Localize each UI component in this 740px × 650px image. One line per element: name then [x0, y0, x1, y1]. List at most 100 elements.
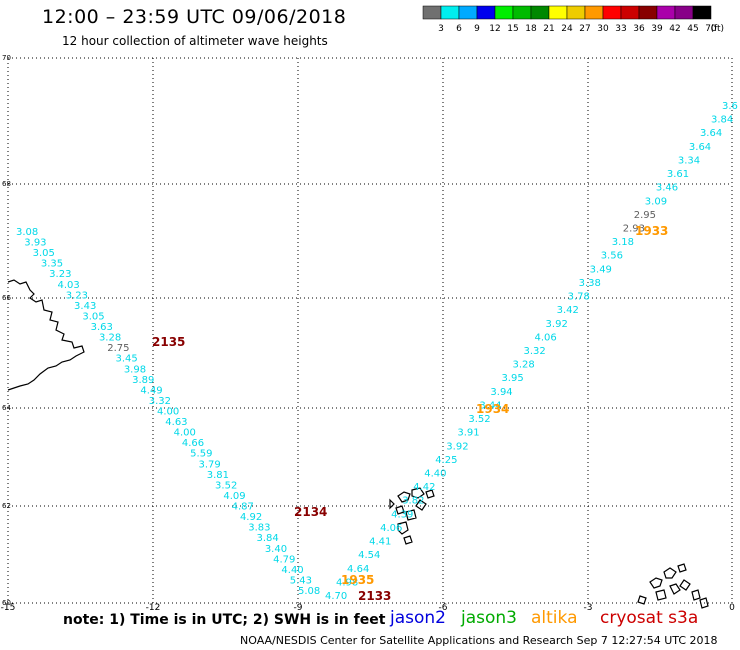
wave-height-value: 3.64 — [689, 142, 711, 153]
wave-height-value: 3.6 — [722, 101, 738, 112]
wave-height-value: 3.92 — [446, 441, 468, 452]
map-frame — [7, 57, 733, 604]
wave-height-value: 4.03 — [57, 280, 79, 291]
pass-time-label: 1935 — [341, 573, 374, 587]
wave-height-value: 3.91 — [457, 428, 479, 439]
wave-height-value: 3.43 — [74, 301, 96, 312]
scale-label: 45 — [687, 24, 698, 33]
scale-label: 33 — [615, 24, 626, 33]
wave-height-value: 3.52 — [468, 414, 490, 425]
wave-height-value: 3.98 — [124, 364, 146, 375]
wave-height-value: 3.18 — [612, 237, 634, 248]
legend-jason3: jason3 — [461, 608, 517, 628]
wave-height-value: 4.40 — [281, 565, 303, 576]
lat-tick-label: 64 — [2, 404, 11, 412]
time-labels: 2135 1934 1933 2134 1935 2133 — [152, 224, 668, 603]
lat-tick-label: 62 — [2, 502, 11, 510]
faroe-islands — [389, 487, 435, 545]
wave-height-value: 4.00 — [157, 407, 179, 418]
wave-height-value: 4.64 — [347, 564, 369, 575]
wave-height-value: 2.93 — [623, 224, 645, 235]
wave-height-value: 3.84 — [711, 115, 733, 126]
scale-label: 39 — [651, 24, 663, 33]
wave-height-value: 3.45 — [116, 354, 138, 365]
scale-label: 36 — [633, 24, 645, 33]
iceland-coast — [7, 279, 85, 391]
scale-label: 15 — [507, 24, 518, 33]
wave-height-value: 3.28 — [99, 333, 121, 344]
wave-height-value: 3.82 — [402, 496, 424, 507]
wave-height-value: 3.05 — [33, 248, 55, 259]
wave-height-value: 5.08 — [298, 586, 320, 597]
scale-label: 18 — [525, 24, 537, 33]
wave-height-value: 3.35 — [41, 259, 63, 270]
wave-height-value: 4.40 — [424, 469, 446, 480]
wave-height-value: 3.34 — [678, 155, 700, 166]
scale-label: 9 — [474, 24, 480, 33]
wave-height-value: 3.23 — [66, 290, 88, 301]
legend-cryosat: cryosat s3a — [600, 608, 699, 628]
scale-swatch — [692, 5, 712, 20]
pass-time-label: 2134 — [294, 505, 327, 519]
pass-time-label: 2133 — [358, 589, 391, 603]
coastlines — [7, 279, 709, 609]
scale-unit: (ft) — [710, 24, 724, 33]
wave-height-value: 2.75 — [107, 343, 129, 354]
lon-tick-label: 0 — [729, 603, 735, 610]
credit-line: NOAA/NESDIS Center for Satellite Applica… — [240, 634, 718, 647]
pass-time-label: 2135 — [152, 335, 185, 349]
wave-height-value: 4.79 — [273, 554, 295, 565]
map-grid: -15 -12 -9 -6 -3 0 60 62 64 66 68 70 — [1, 54, 735, 610]
lon-tick-label: -6 — [439, 603, 448, 610]
wave-height-value: 3.23 — [49, 269, 71, 280]
scale-label: 27 — [579, 24, 590, 33]
wave-height-value: 4.87 — [232, 502, 254, 513]
scale-label: 24 — [561, 24, 573, 33]
wave-height-value: 3.08 — [16, 227, 38, 238]
scale-label: 6 — [456, 24, 462, 33]
lon-tick-label: -3 — [584, 603, 593, 610]
scale-label: 12 — [489, 24, 500, 33]
pass-time-label: 1933 — [635, 224, 668, 238]
scale-label: 30 — [597, 24, 609, 33]
wave-height-value: 4.39 — [391, 509, 413, 520]
scale-label: 3 — [438, 24, 444, 33]
lat-tick-label: 68 — [2, 180, 11, 188]
footnote: note: 1) Time is in UTC; 2) SWH is in fe… — [63, 612, 386, 628]
lat-tick-label: 60 — [2, 599, 11, 607]
wave-height-value: 4.25 — [435, 455, 457, 466]
wave-height-value: 5.59 — [190, 449, 212, 460]
wave-height-value: 3.38 — [579, 278, 601, 289]
wave-height-value: 3.32 — [524, 346, 546, 357]
track-east: 3.6 3.84 3.64 3.64 3.34 3.61 3.46 3.09 2.95 2.93 3… — [325, 101, 738, 602]
wave-height-value: 4.42 — [413, 482, 435, 493]
wave-height-value: 4.49 — [140, 385, 162, 396]
wave-height-value: 3.28 — [512, 360, 534, 371]
lat-tick-label: 66 — [2, 294, 11, 302]
wave-height-value: 3.56 — [601, 251, 623, 262]
wave-height-value: 3.44 — [479, 400, 501, 411]
lat-tick-label: 70 — [2, 54, 11, 62]
wave-height-value: 4.06 — [380, 523, 402, 534]
wave-height-value: 4.63 — [165, 417, 187, 428]
wave-height-value: 3.52 — [215, 480, 237, 491]
color-scale-legend: 3 6 9 12 15 18 21 24 27 30 33 36 39 42 45 70(ft) — [422, 5, 724, 33]
legend-altika: altika — [531, 608, 578, 628]
wave-height-value: 3.63 — [91, 322, 113, 333]
shetland-islands — [637, 563, 709, 609]
wave-height-value: 3.61 — [667, 169, 689, 180]
legend-jason2: jason2 — [390, 608, 446, 628]
wave-height-value: 3.32 — [149, 396, 171, 407]
lon-tick-label: -9 — [294, 603, 303, 610]
track-west: 3.083.933.053.353.234.033.233.433.053.63… — [16, 227, 320, 597]
wave-height-value: 3.49 — [590, 264, 612, 275]
wave-height-value: 3.09 — [645, 196, 667, 207]
wave-height-value: 3.83 — [248, 523, 270, 534]
scale-label: 21 — [543, 24, 554, 33]
wave-height-value: 3.78 — [568, 292, 590, 303]
wave-height-value: 4.00 — [174, 428, 196, 439]
wave-height-value: 4.41 — [369, 537, 391, 548]
wave-height-value: 4.70 — [325, 591, 347, 602]
wave-height-value: 5.43 — [290, 575, 312, 586]
